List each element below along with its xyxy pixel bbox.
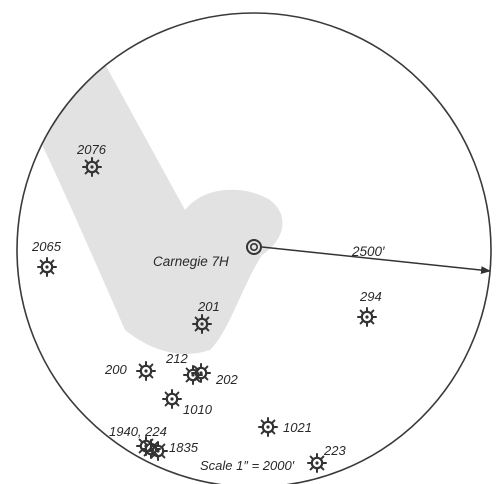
well-label: 294 — [359, 289, 382, 304]
well-label: 201 — [197, 299, 220, 314]
gas-well-icon — [190, 362, 212, 384]
well-label: 1010 — [183, 402, 213, 417]
well-label: 202 — [215, 372, 238, 387]
scale-label: Scale 1″ = 2000′ — [200, 458, 295, 473]
well-label: 1835 — [169, 440, 199, 455]
well-label: 2065 — [31, 239, 62, 254]
gas-well-icon — [356, 306, 378, 328]
shaded-zone — [30, 55, 283, 354]
well-label: 200 — [104, 362, 127, 377]
gas-well-icon — [147, 440, 169, 462]
center-well-label: Carnegie 7H — [153, 254, 229, 269]
well-2065: 2065 — [31, 239, 62, 278]
gas-well-icon — [257, 416, 279, 438]
well-201: 201 — [191, 299, 220, 335]
radius-label: 2500′ — [351, 244, 385, 259]
well-label: 2076 — [76, 142, 107, 157]
well-label: 212 — [165, 351, 188, 366]
well-1021: 1021 — [257, 416, 312, 438]
well-223: 223 — [306, 443, 346, 474]
gas-well-icon — [36, 256, 58, 278]
well-212: 212 — [165, 351, 204, 386]
well-label: 1021 — [283, 420, 312, 435]
well-202: 202 — [190, 362, 238, 387]
arrow-right-icon — [261, 246, 491, 275]
well-1010: 1010 — [161, 388, 213, 417]
well-200: 200 — [104, 360, 157, 382]
gas-well-icon — [161, 388, 183, 410]
well-label: 1940, 224 — [109, 424, 167, 439]
radius-circle — [16, 12, 492, 484]
gas-well-icon — [81, 156, 103, 178]
well-label: 223 — [323, 443, 346, 458]
gas-well-icon — [191, 313, 213, 335]
bullseye-icon — [246, 239, 262, 255]
well-1835: 1835 — [147, 440, 199, 462]
well-1940-224: 1940, 224 — [109, 424, 167, 460]
well-2076: 2076 — [76, 142, 107, 178]
gas-well-icon — [135, 360, 157, 382]
well-294: 294 — [356, 289, 382, 328]
